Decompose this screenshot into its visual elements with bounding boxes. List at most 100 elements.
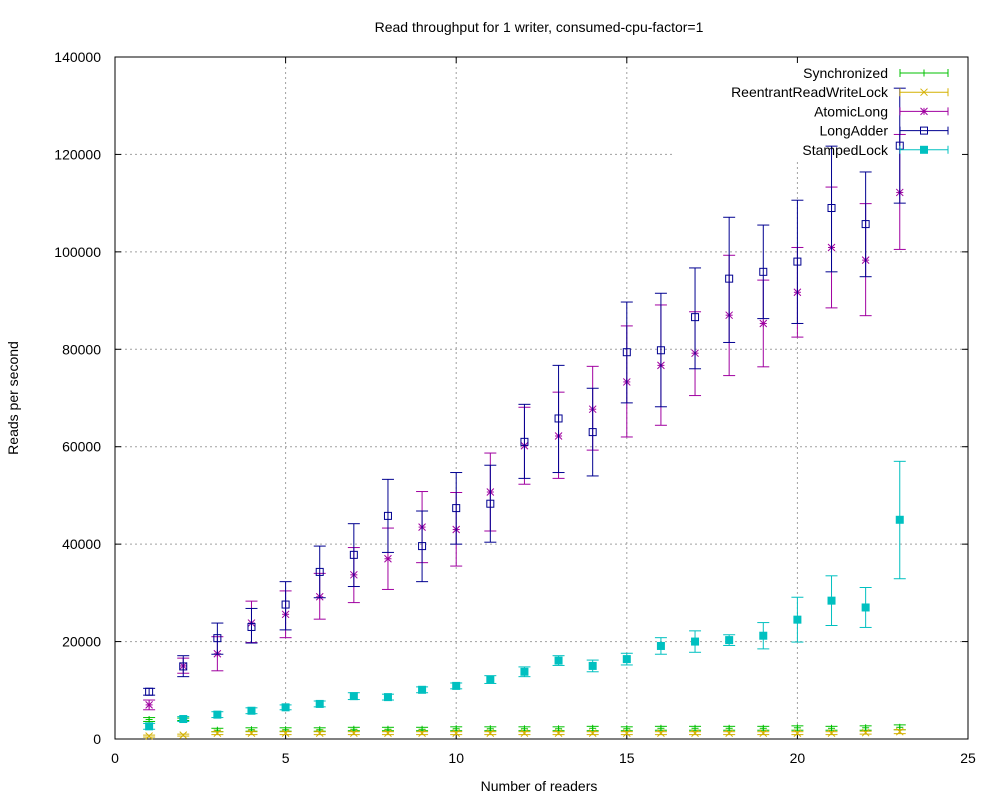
data-point — [895, 515, 904, 524]
data-point — [452, 681, 461, 690]
data-point — [452, 729, 461, 738]
x-tick-label: 25 — [960, 750, 976, 766]
grid-lines — [115, 57, 968, 739]
data-point — [383, 693, 392, 702]
data-point — [179, 662, 188, 671]
data-point — [725, 724, 733, 732]
data-point — [384, 554, 392, 563]
data-point — [725, 274, 734, 283]
data-point — [145, 722, 154, 731]
data-point — [793, 724, 801, 732]
data-point — [622, 348, 631, 357]
data-series — [143, 87, 906, 740]
data-point — [759, 724, 767, 732]
data-point — [588, 661, 597, 670]
data-point — [622, 729, 631, 738]
marker-stroke — [179, 731, 188, 739]
data-point — [384, 729, 392, 738]
data-point — [179, 731, 188, 739]
data-point — [452, 725, 460, 733]
data-point — [554, 656, 563, 665]
data-point — [486, 675, 495, 684]
chart-title: Read throughput for 1 writer, consumed-c… — [375, 19, 704, 35]
legend-label: ReentrantReadWriteLock — [731, 84, 889, 100]
x-tick-label: 0 — [111, 750, 119, 766]
error-bar — [620, 301, 633, 404]
marker-stroke — [759, 319, 768, 328]
axes: 0 5 10 15 20 25 0 20000 40000 60000 80000 100000 120… — [54, 49, 976, 766]
marker-stroke — [793, 729, 802, 738]
data-point — [554, 729, 563, 738]
x-tick-label: 20 — [790, 750, 806, 766]
data-point — [691, 637, 700, 646]
data-point — [691, 729, 699, 738]
error-bar — [825, 145, 838, 273]
data-point — [145, 701, 153, 709]
data-point — [383, 511, 392, 520]
legend-label: AtomicLong — [814, 103, 888, 119]
error-bar — [586, 387, 599, 477]
marker-stroke — [520, 729, 529, 738]
data-point — [759, 319, 768, 328]
marker-stroke — [213, 729, 222, 738]
legend-marker — [920, 69, 928, 77]
legend-label: Synchronized — [803, 65, 888, 81]
data-point — [247, 706, 256, 715]
data-point — [861, 603, 870, 612]
error-bar — [757, 224, 770, 320]
error-bar — [654, 292, 667, 408]
y-axis-label: Reads per second — [5, 341, 21, 455]
legend-label: StampedLock — [802, 142, 889, 158]
error-bar — [279, 581, 292, 631]
data-point — [281, 729, 290, 738]
error-bar — [450, 472, 463, 545]
plot-frame — [114, 56, 969, 740]
data-point — [827, 596, 836, 605]
marker-stroke — [554, 729, 563, 738]
x-axis-label: Number of readers — [481, 778, 598, 794]
x-tick-label: 10 — [448, 750, 464, 766]
error-bar — [381, 478, 394, 553]
y-tick-label: 40000 — [62, 536, 101, 552]
data-point — [179, 715, 188, 724]
marker-stroke — [895, 727, 904, 736]
legend-entry: AtomicLong — [814, 103, 949, 119]
marker-stroke — [384, 554, 392, 563]
data-point — [895, 727, 904, 736]
error-bar — [177, 655, 190, 678]
data-point — [793, 615, 802, 624]
marker-stroke — [588, 729, 597, 738]
error-bar — [313, 545, 326, 599]
data-point — [247, 622, 256, 631]
series-longadder — [143, 87, 906, 696]
error-bar — [723, 216, 736, 343]
error-bar — [689, 267, 702, 370]
marker-stroke — [281, 729, 290, 738]
y-tick-label: 80000 — [62, 341, 101, 357]
error-bar — [416, 510, 429, 583]
marker-stroke — [145, 701, 153, 709]
data-point — [759, 267, 768, 276]
y-tick-label: 120000 — [54, 146, 101, 162]
data-point — [247, 729, 256, 738]
data-point — [520, 437, 529, 446]
data-point — [315, 729, 324, 738]
legend-entry: ReentrantReadWriteLock — [731, 84, 949, 100]
data-point — [759, 729, 768, 738]
x-tick-label: 5 — [282, 750, 290, 766]
data-point — [349, 550, 358, 559]
data-point — [827, 204, 836, 213]
data-point — [827, 729, 836, 738]
marker-stroke — [657, 729, 665, 738]
data-point — [656, 641, 665, 650]
data-point — [657, 724, 665, 732]
data-point — [555, 725, 563, 733]
legend-entry: StampedLock — [802, 142, 949, 158]
legend-marker — [920, 88, 928, 97]
marker-stroke — [145, 732, 153, 740]
marker-stroke — [759, 729, 768, 738]
data-point — [691, 313, 700, 322]
data-point — [145, 687, 154, 696]
marker-stroke — [861, 728, 870, 737]
